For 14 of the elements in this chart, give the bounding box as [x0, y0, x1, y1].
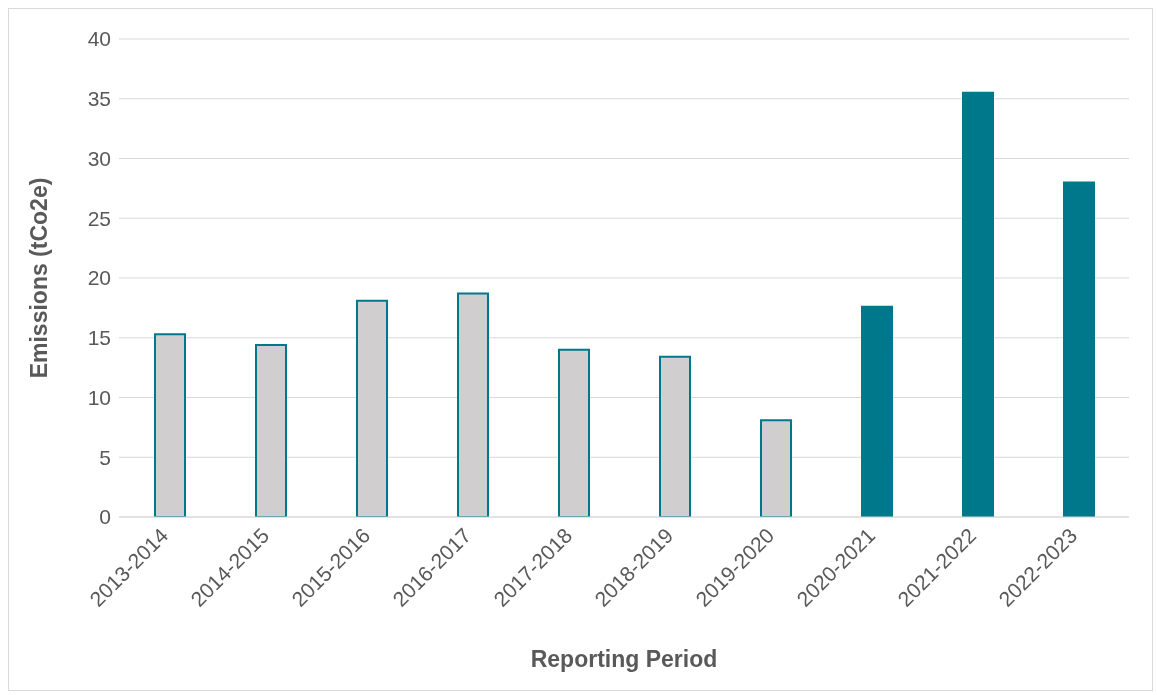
bar — [962, 91, 994, 517]
y-tick-label: 25 — [87, 206, 111, 230]
y-tick-label: 15 — [87, 326, 111, 350]
y-tick-label: 35 — [87, 87, 111, 111]
bar — [1063, 181, 1095, 517]
y-tick-label: 20 — [87, 266, 111, 290]
y-tick-label: 40 — [87, 27, 111, 51]
x-axis-title: Reporting Period — [530, 646, 718, 672]
y-tick-label: 5 — [99, 445, 111, 469]
y-axis-title: Emissions (tCo2e) — [26, 177, 53, 379]
y-tick-label: 0 — [99, 505, 111, 529]
bar — [861, 305, 893, 517]
y-tick-label: 10 — [87, 385, 111, 409]
y-tick-label: 30 — [87, 146, 111, 170]
